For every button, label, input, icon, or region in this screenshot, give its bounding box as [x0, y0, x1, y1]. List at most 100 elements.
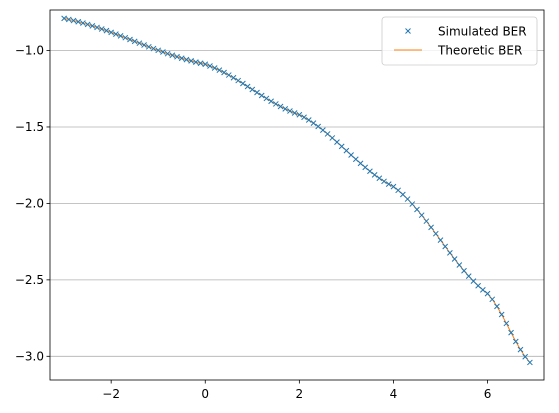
y-tick-label: −3.0	[15, 350, 44, 364]
simulated-ber-point	[127, 36, 133, 43]
simulated-ber-point	[150, 45, 157, 52]
simulated-ber-series	[61, 15, 533, 366]
x-tick-label: 4	[390, 387, 398, 401]
simulated-ber-point	[512, 338, 519, 345]
x-tick-label: 6	[484, 387, 492, 401]
simulated-ber-point	[61, 15, 67, 22]
simulated-ber-point	[216, 67, 223, 74]
simulated-ber-point	[395, 187, 402, 194]
simulated-ber-point	[404, 196, 411, 202]
simulated-ber-point	[324, 131, 331, 137]
simulated-ber-point	[103, 27, 110, 34]
simulated-ber-point	[145, 43, 152, 50]
theoretic-ber-line	[64, 17, 531, 363]
simulated-ber-point	[352, 156, 359, 163]
simulated-ber-point	[160, 49, 166, 55]
simulated-ber-point	[508, 329, 514, 336]
simulated-ber-point	[230, 74, 237, 81]
simulated-ber-point	[141, 42, 147, 48]
simulated-ber-point	[479, 287, 486, 293]
theoretic-ber-series	[64, 17, 531, 363]
legend-box	[381, 16, 538, 66]
simulated-ber-point	[475, 282, 481, 289]
simulated-ber-point	[282, 105, 289, 112]
simulated-ber-point	[371, 171, 378, 178]
simulated-ber-point	[169, 52, 176, 59]
x-tick-label: 0	[201, 387, 209, 401]
simulated-ber-point	[108, 29, 115, 36]
simulated-ber-point	[432, 230, 439, 237]
simulated-ber-point	[343, 147, 350, 154]
simulated-ber-point	[442, 243, 449, 250]
simulated-ber-point	[465, 273, 472, 279]
simulated-ber-point	[428, 224, 434, 231]
simulated-ber-point	[272, 101, 279, 107]
legend-label-theoretic: Theoretic BER	[437, 44, 522, 58]
simulated-ber-point	[183, 56, 190, 63]
simulated-ber-point	[367, 168, 373, 175]
simulated-ber-point	[207, 63, 213, 69]
simulated-ber-point	[188, 58, 194, 64]
simulated-ber-point	[249, 86, 256, 93]
simulated-ber-point	[122, 34, 129, 41]
simulated-ber-point	[192, 59, 199, 65]
simulated-ber-point	[320, 127, 326, 133]
simulated-ber-point	[202, 61, 209, 68]
simulated-ber-point	[155, 47, 162, 54]
simulated-ber-point	[522, 353, 529, 360]
simulated-ber-point	[461, 267, 467, 274]
simulated-ber-point	[348, 152, 354, 158]
simulated-ber-point	[489, 296, 496, 303]
simulated-ber-point	[414, 206, 420, 213]
simulated-ber-point	[225, 72, 232, 78]
legend: Simulated BER Theoretic BER	[381, 16, 538, 66]
simulated-ber-point	[437, 237, 444, 243]
simulated-ber-point	[385, 181, 392, 187]
simulated-ber-point	[70, 17, 77, 24]
simulated-ber-point	[75, 18, 82, 25]
simulated-ber-point	[376, 175, 383, 182]
simulated-ber-point	[301, 114, 307, 121]
simulated-ber-point	[517, 346, 524, 353]
simulated-ber-point	[334, 139, 340, 145]
simulated-ber-point	[263, 95, 270, 102]
simulated-ber-point	[131, 38, 138, 45]
simulated-ber-point	[80, 20, 86, 26]
x-tick-label: −2	[102, 387, 120, 401]
simulated-ber-point	[235, 77, 242, 84]
plot-frame	[49, 9, 545, 381]
axis-ticks: −1.0 −1.5 −2.0 −2.5 −3.0 −2 0 2 4 6	[15, 44, 492, 401]
simulated-ber-point	[197, 60, 204, 67]
simulated-ber-point	[84, 21, 91, 28]
x-tick-label: 2	[296, 387, 304, 401]
simulated-ber-point	[117, 33, 124, 39]
y-tick-label: −2.5	[15, 273, 44, 287]
y-tick-label: −2.0	[15, 197, 44, 211]
simulated-ber-point	[296, 111, 303, 118]
simulated-ber-point	[89, 23, 96, 29]
simulated-ber-point	[221, 69, 227, 76]
simulated-ber-point	[527, 359, 533, 366]
legend-marker-simulated	[405, 28, 411, 34]
legend-label-simulated: Simulated BER	[438, 25, 527, 39]
simulated-ber-point	[390, 183, 397, 190]
simulated-ber-point	[164, 50, 171, 57]
simulated-ber-point	[254, 89, 260, 96]
simulated-ber-point	[470, 278, 477, 284]
simulated-ber-point	[447, 249, 453, 256]
simulated-ber-point	[418, 212, 425, 219]
simulated-ber-point	[484, 290, 491, 297]
simulated-ber-point	[277, 103, 284, 110]
simulated-ber-point	[268, 98, 274, 105]
simulated-ber-point	[315, 123, 322, 130]
simulated-ber-point	[357, 160, 364, 167]
simulated-ber-point	[338, 143, 345, 150]
simulated-ber-point	[409, 201, 416, 207]
simulated-ber-point	[423, 218, 430, 225]
simulated-ber-point	[329, 135, 336, 141]
simulated-ber-point	[244, 83, 251, 90]
simulated-ber-point	[498, 311, 505, 318]
y-tick-label: −1.5	[15, 120, 44, 134]
